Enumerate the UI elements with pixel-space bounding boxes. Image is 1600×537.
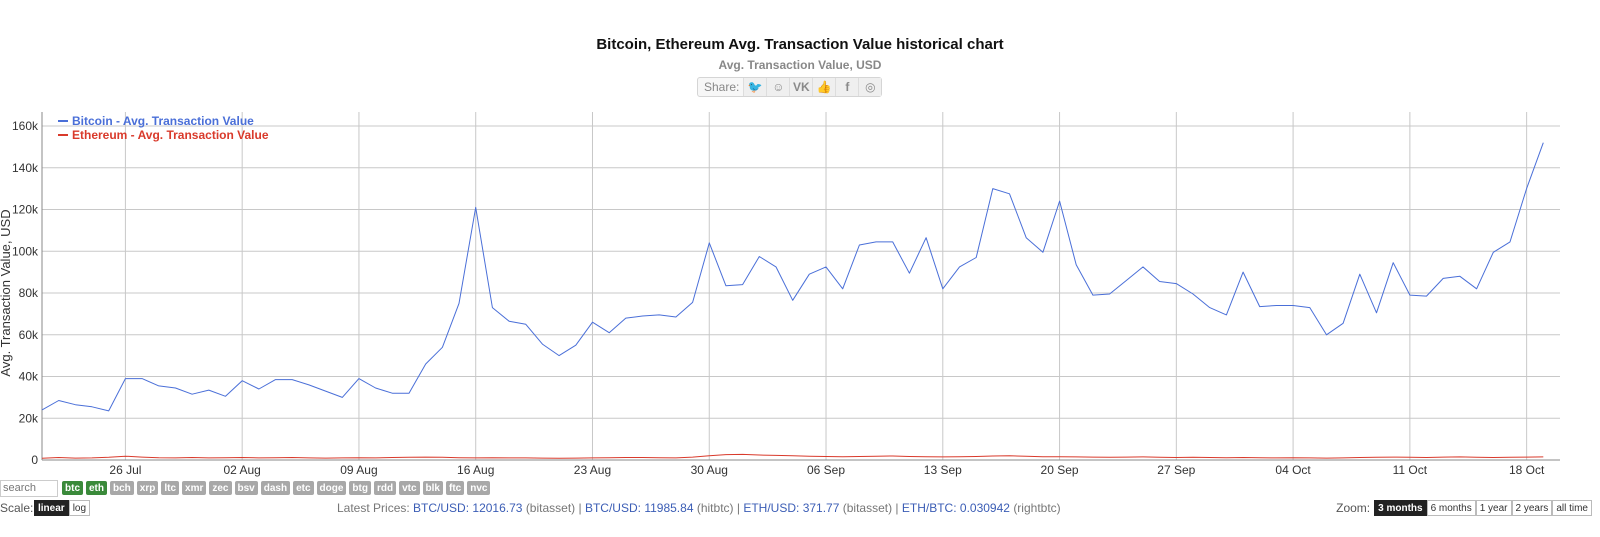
scale-linear-button[interactable]: linear xyxy=(34,500,69,516)
coin-button-etc[interactable]: etc xyxy=(293,481,314,495)
facebook-icon[interactable]: f xyxy=(835,78,859,96)
x-tick-label: 11 Oct xyxy=(1393,463,1428,477)
x-tick-label: 02 Aug xyxy=(223,463,260,477)
y-axis-label: Avg. Transaction Value, USD xyxy=(0,209,13,376)
y-tick-label: 20k xyxy=(19,411,39,425)
vk-icon[interactable]: VK xyxy=(789,78,813,96)
ethereum-series-line xyxy=(41,453,1544,459)
zoom-all-time-button[interactable]: all time xyxy=(1552,500,1592,516)
x-tick-label: 23 Aug xyxy=(574,463,611,477)
coin-button-doge[interactable]: doge xyxy=(316,481,347,495)
x-tick-label: 09 Aug xyxy=(340,463,377,477)
bottom-controls-row: Scale: linear log Latest Prices: BTC/USD… xyxy=(0,500,1600,516)
legend-item-bitcoin[interactable]: Bitcoin - Avg. Transaction Value xyxy=(58,114,269,128)
zoom-controls: Zoom: 3 months 6 months 1 year 2 years a… xyxy=(1336,500,1592,516)
coin-button-bch[interactable]: bch xyxy=(110,481,134,495)
price-value[interactable]: 11985.84 xyxy=(644,501,694,515)
x-tick-label: 30 Aug xyxy=(691,463,728,477)
price-pair[interactable]: BTC/USD: xyxy=(584,501,641,515)
coin-button-dash[interactable]: dash xyxy=(260,481,291,495)
scale-label: Scale: xyxy=(0,501,34,515)
coin-buttons: btc eth bch xrp ltc xmr zec bsv dash etc doge btg rd… xyxy=(62,481,493,495)
x-tick-label: 06 Sep xyxy=(807,463,845,477)
chart-subtitle: Avg. Transaction Value, USD xyxy=(718,58,882,72)
search-input[interactable] xyxy=(0,479,58,497)
weibo-icon[interactable]: ◎ xyxy=(858,78,882,96)
y-tick-label: 100k xyxy=(12,244,39,258)
legend-swatch-bitcoin xyxy=(58,120,68,122)
y-tick-label: 80k xyxy=(19,286,39,300)
price-value[interactable]: 371.77 xyxy=(802,501,840,515)
coin-button-ltc[interactable]: ltc xyxy=(161,481,180,495)
price-source: (hitbtc) xyxy=(696,501,734,515)
legend-label-bitcoin: Bitcoin - Avg. Transaction Value xyxy=(72,114,254,128)
zoom-1-year-button[interactable]: 1 year xyxy=(1475,500,1512,516)
reddit-icon[interactable]: ☺ xyxy=(766,78,790,96)
x-tick-label: 26 Jul xyxy=(109,463,141,477)
x-tick-label: 13 Sep xyxy=(924,463,962,477)
bitcoin-series-line xyxy=(41,142,1544,412)
zoom-label: Zoom: xyxy=(1336,501,1371,515)
price-value[interactable]: 12016.73 xyxy=(472,501,523,515)
y-tick-label: 160k xyxy=(12,119,39,133)
coin-button-zec[interactable]: zec xyxy=(209,481,232,495)
coin-button-xrp[interactable]: xrp xyxy=(136,481,159,495)
y-tick-label: 120k xyxy=(12,203,39,217)
price-pair[interactable]: ETH/BTC: xyxy=(901,501,957,515)
coin-button-blk[interactable]: blk xyxy=(422,481,443,495)
price-pair[interactable]: BTC/USD: xyxy=(413,501,470,515)
coin-button-btg[interactable]: btg xyxy=(349,481,371,495)
zoom-3-months-button[interactable]: 3 months xyxy=(1374,500,1427,516)
coin-button-rdd[interactable]: rdd xyxy=(373,481,397,495)
x-tick-label: 18 Oct xyxy=(1509,463,1545,477)
scale-buttons: linear log xyxy=(34,500,91,516)
price-source: (bitasset) xyxy=(842,501,893,515)
twitter-icon[interactable]: 🐦 xyxy=(743,78,767,96)
coin-button-btc[interactable]: btc xyxy=(62,481,83,495)
like-icon[interactable]: 👍 xyxy=(812,78,836,96)
coin-button-bsv[interactable]: bsv xyxy=(234,481,258,495)
scale-log-button[interactable]: log xyxy=(68,500,91,516)
coin-button-eth[interactable]: eth xyxy=(86,481,107,495)
price-source: (bitasset) xyxy=(525,501,576,515)
y-tick-label: 60k xyxy=(19,328,39,342)
share-label: Share: xyxy=(704,80,740,94)
line-chart: 0 20k 40k 60k 80k 100k 120k 140k 160k 26 Jul 02 Au… xyxy=(0,112,1560,477)
coin-selector-row: btcethbchxrpltcxmrzecbsvdashetcdogebtgrd… xyxy=(0,479,493,497)
x-tick-label: 16 Aug xyxy=(457,463,494,477)
coin-button-xmr[interactable]: xmr xyxy=(182,481,207,495)
latest-prices-label: Latest Prices: xyxy=(337,501,410,515)
price-source: (rightbtc) xyxy=(1013,501,1061,515)
chart-legend: Bitcoin - Avg. Transaction Value Ethereu… xyxy=(58,114,269,142)
x-tick-label: 20 Sep xyxy=(1041,463,1079,477)
zoom-2-years-button[interactable]: 2 years xyxy=(1511,500,1553,516)
price-value[interactable]: 0.030942 xyxy=(959,501,1010,515)
x-tick-label: 27 Sep xyxy=(1157,463,1195,477)
share-bar: Share: 🐦 ☺ VK 👍 f ◎ xyxy=(697,77,883,97)
coin-button-ftc[interactable]: ftc xyxy=(445,481,465,495)
coin-button-vtc[interactable]: vtc xyxy=(399,481,420,495)
y-tick-label: 0 xyxy=(31,453,38,467)
y-tick-label: 140k xyxy=(12,161,39,175)
y-tick-label: 40k xyxy=(19,370,39,384)
chart-title: Bitcoin, Ethereum Avg. Transaction Value… xyxy=(596,36,1004,53)
legend-swatch-ethereum xyxy=(58,134,68,136)
price-pair[interactable]: ETH/USD: xyxy=(743,501,800,515)
legend-label-ethereum: Ethereum - Avg. Transaction Value xyxy=(72,128,269,142)
x-tick-label: 04 Oct xyxy=(1275,463,1311,477)
coin-button-nvc[interactable]: nvc xyxy=(467,481,491,495)
zoom-6-months-button[interactable]: 6 months xyxy=(1426,500,1476,516)
legend-item-ethereum[interactable]: Ethereum - Avg. Transaction Value xyxy=(58,128,269,142)
latest-prices: Latest Prices: BTC/USD: 12016.73 (bitass… xyxy=(337,501,1061,515)
